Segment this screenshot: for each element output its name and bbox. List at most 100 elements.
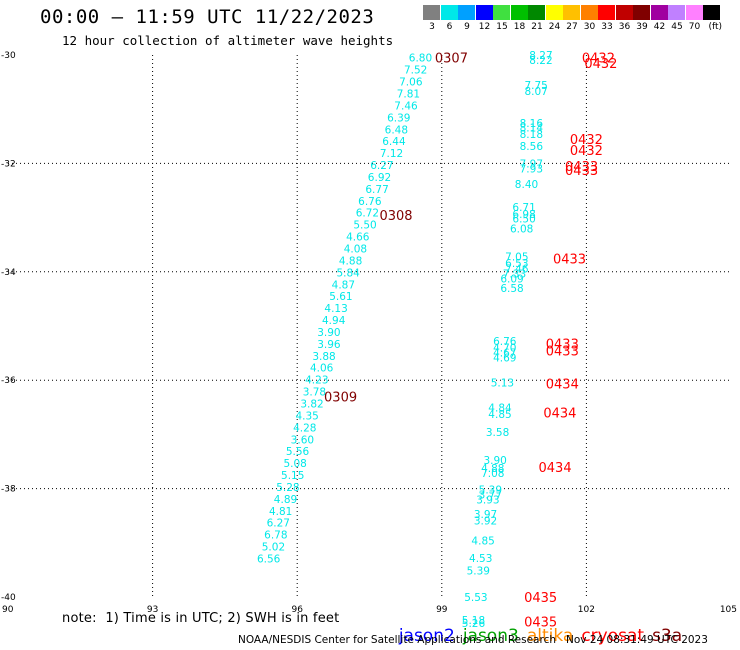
wave-height-label: 3.90 — [483, 455, 506, 467]
wave-height-label: 4.08 — [344, 243, 367, 255]
wave-height-label: 4.85 — [471, 536, 494, 548]
wave-height-label: 6.80 — [409, 53, 432, 65]
satellite-jason2: jason2 — [398, 626, 455, 646]
pass-time-label: 0435 — [524, 615, 557, 630]
wave-height-label: 8.40 — [515, 179, 538, 191]
wave-height-label: 7.75 — [524, 80, 547, 92]
wave-height-label: 7.81 — [397, 88, 420, 100]
wave-height-label: 5.39 — [479, 485, 502, 497]
color-scale-label: 42 — [653, 22, 666, 32]
color-scale-label: 9 — [464, 22, 470, 32]
y-tick-label: -32 — [1, 159, 16, 169]
wave-height-label: 5.61 — [329, 291, 352, 303]
wave-height-label: 6.27 — [267, 518, 290, 530]
color-swatch — [528, 5, 545, 20]
pass-time-label: 0432 — [570, 133, 603, 148]
wave-height-label: 7.06 — [399, 77, 423, 89]
satellite-legend: jason2 jason3 altika cryosat s3a — [388, 606, 690, 646]
wave-height-label: 5.39 — [467, 565, 490, 577]
wave-height-label: 8.14 — [520, 123, 544, 135]
wave-height-label: 5.02 — [262, 542, 285, 554]
wave-height-label: 6.76 — [493, 336, 517, 348]
color-scale-label: 70 — [688, 22, 701, 32]
wave-height-label: 3.93 — [476, 494, 499, 506]
satellite-s3a: s3a — [652, 626, 683, 646]
color-scale-label: 45 — [671, 22, 683, 32]
wave-height-label: 7.05 — [505, 252, 528, 264]
wave-height-label: 7.08 — [481, 468, 504, 480]
color-swatch — [545, 5, 563, 20]
wave-height-label: 7.33 — [503, 268, 526, 280]
pass-time-label: 0432 — [570, 144, 603, 159]
color-swatch — [685, 5, 703, 20]
wave-height-label: 6.50 — [512, 214, 535, 226]
wave-height-label: 6.48 — [385, 124, 408, 136]
wave-height-label: 3.82 — [300, 399, 323, 411]
pass-time-label: 0433 — [565, 164, 598, 179]
wave-height-label: 5.28 — [276, 482, 299, 494]
wave-height-label: 4.66 — [346, 232, 370, 244]
pass-time-label: 0434 — [543, 407, 576, 422]
wave-height-label: 5.15 — [281, 470, 304, 482]
wave-height-label: 8.56 — [520, 141, 544, 153]
wave-height-label: 6.27 — [370, 160, 393, 172]
wave-height-label: 5.13 — [491, 377, 514, 389]
color-swatch — [650, 5, 668, 20]
color-scale-units: (ft) — [708, 22, 723, 32]
wave-height-label: 8.22 — [529, 55, 552, 67]
wave-height-label: 6.09 — [500, 273, 523, 285]
pass-time-label: 0307 — [435, 52, 468, 67]
wave-height-label: 3.58 — [486, 427, 509, 439]
pass-time-label: 0434 — [546, 377, 579, 392]
color-swatch — [458, 5, 475, 20]
wave-height-label: 4.67 — [493, 348, 516, 360]
units-note: note: 1) Time is in UTC; 2) SWH is in fe… — [62, 611, 340, 626]
wave-height-label: 6.77 — [365, 184, 388, 196]
wave-height-label: 8.27 — [529, 50, 552, 62]
chart-subtitle: 12 hour collection of altimeter wave hei… — [62, 33, 394, 48]
wave-height-label: 3.97 — [474, 509, 497, 521]
chart-title: 00:00 — 11:59 UTC 11/22/2023 — [40, 6, 375, 28]
wave-height-label: 5.84 — [336, 267, 360, 279]
wave-height-label: 7.12 — [380, 148, 403, 160]
wave-height-label: 4.28 — [293, 422, 316, 434]
color-swatch — [598, 5, 615, 20]
wave-height-label: 6.98 — [512, 209, 535, 221]
wave-height-label: 4.35 — [295, 410, 318, 422]
wave-height-label: 3.90 — [317, 327, 340, 339]
wave-height-label: 4.81 — [269, 506, 292, 518]
color-scale-label: 27 — [566, 22, 578, 32]
wave-height-label: 4.88 — [481, 463, 504, 475]
wave-height-label: 3.78 — [303, 387, 326, 399]
wave-height-label: 4.70 — [493, 343, 516, 355]
color-scale-label: 18 — [513, 22, 526, 32]
x-tick-label: 93 — [147, 605, 158, 615]
wave-height-label: 4.88 — [339, 255, 362, 267]
pass-time-label: 0434 — [539, 461, 572, 476]
wave-height-label: 6.58 — [500, 283, 523, 295]
wave-height-label: 4.13 — [324, 303, 347, 315]
wave-height-label: 4.94 — [322, 315, 346, 327]
wave-height-label: 3.88 — [312, 351, 335, 363]
wave-height-label: 5.50 — [353, 220, 376, 232]
color-swatch — [423, 5, 440, 20]
wave-height-label: 4.87 — [332, 279, 355, 291]
color-swatch — [475, 5, 493, 20]
wave-height-label: 6.71 — [512, 202, 535, 214]
color-scale-label: 24 — [548, 22, 561, 32]
wave-height-label: 3.96 — [317, 339, 341, 351]
x-tick-label: 105 — [720, 605, 737, 615]
y-tick-label: -40 — [1, 593, 16, 603]
color-scale-label: 36 — [618, 22, 631, 32]
pass-time-label: 0432 — [582, 52, 615, 67]
x-tick-label: 99 — [436, 605, 448, 615]
y-tick-label: -38 — [1, 485, 16, 495]
wave-height-label: 4.85 — [488, 409, 511, 421]
color-scale-label: 15 — [496, 22, 508, 32]
color-scale-label: 30 — [583, 22, 596, 32]
satellite-altika: altika — [526, 626, 574, 646]
wave-height-label: 7.52 — [404, 65, 427, 77]
pass-time-label: 0309 — [324, 390, 357, 405]
wave-height-label: 6.92 — [368, 172, 391, 184]
